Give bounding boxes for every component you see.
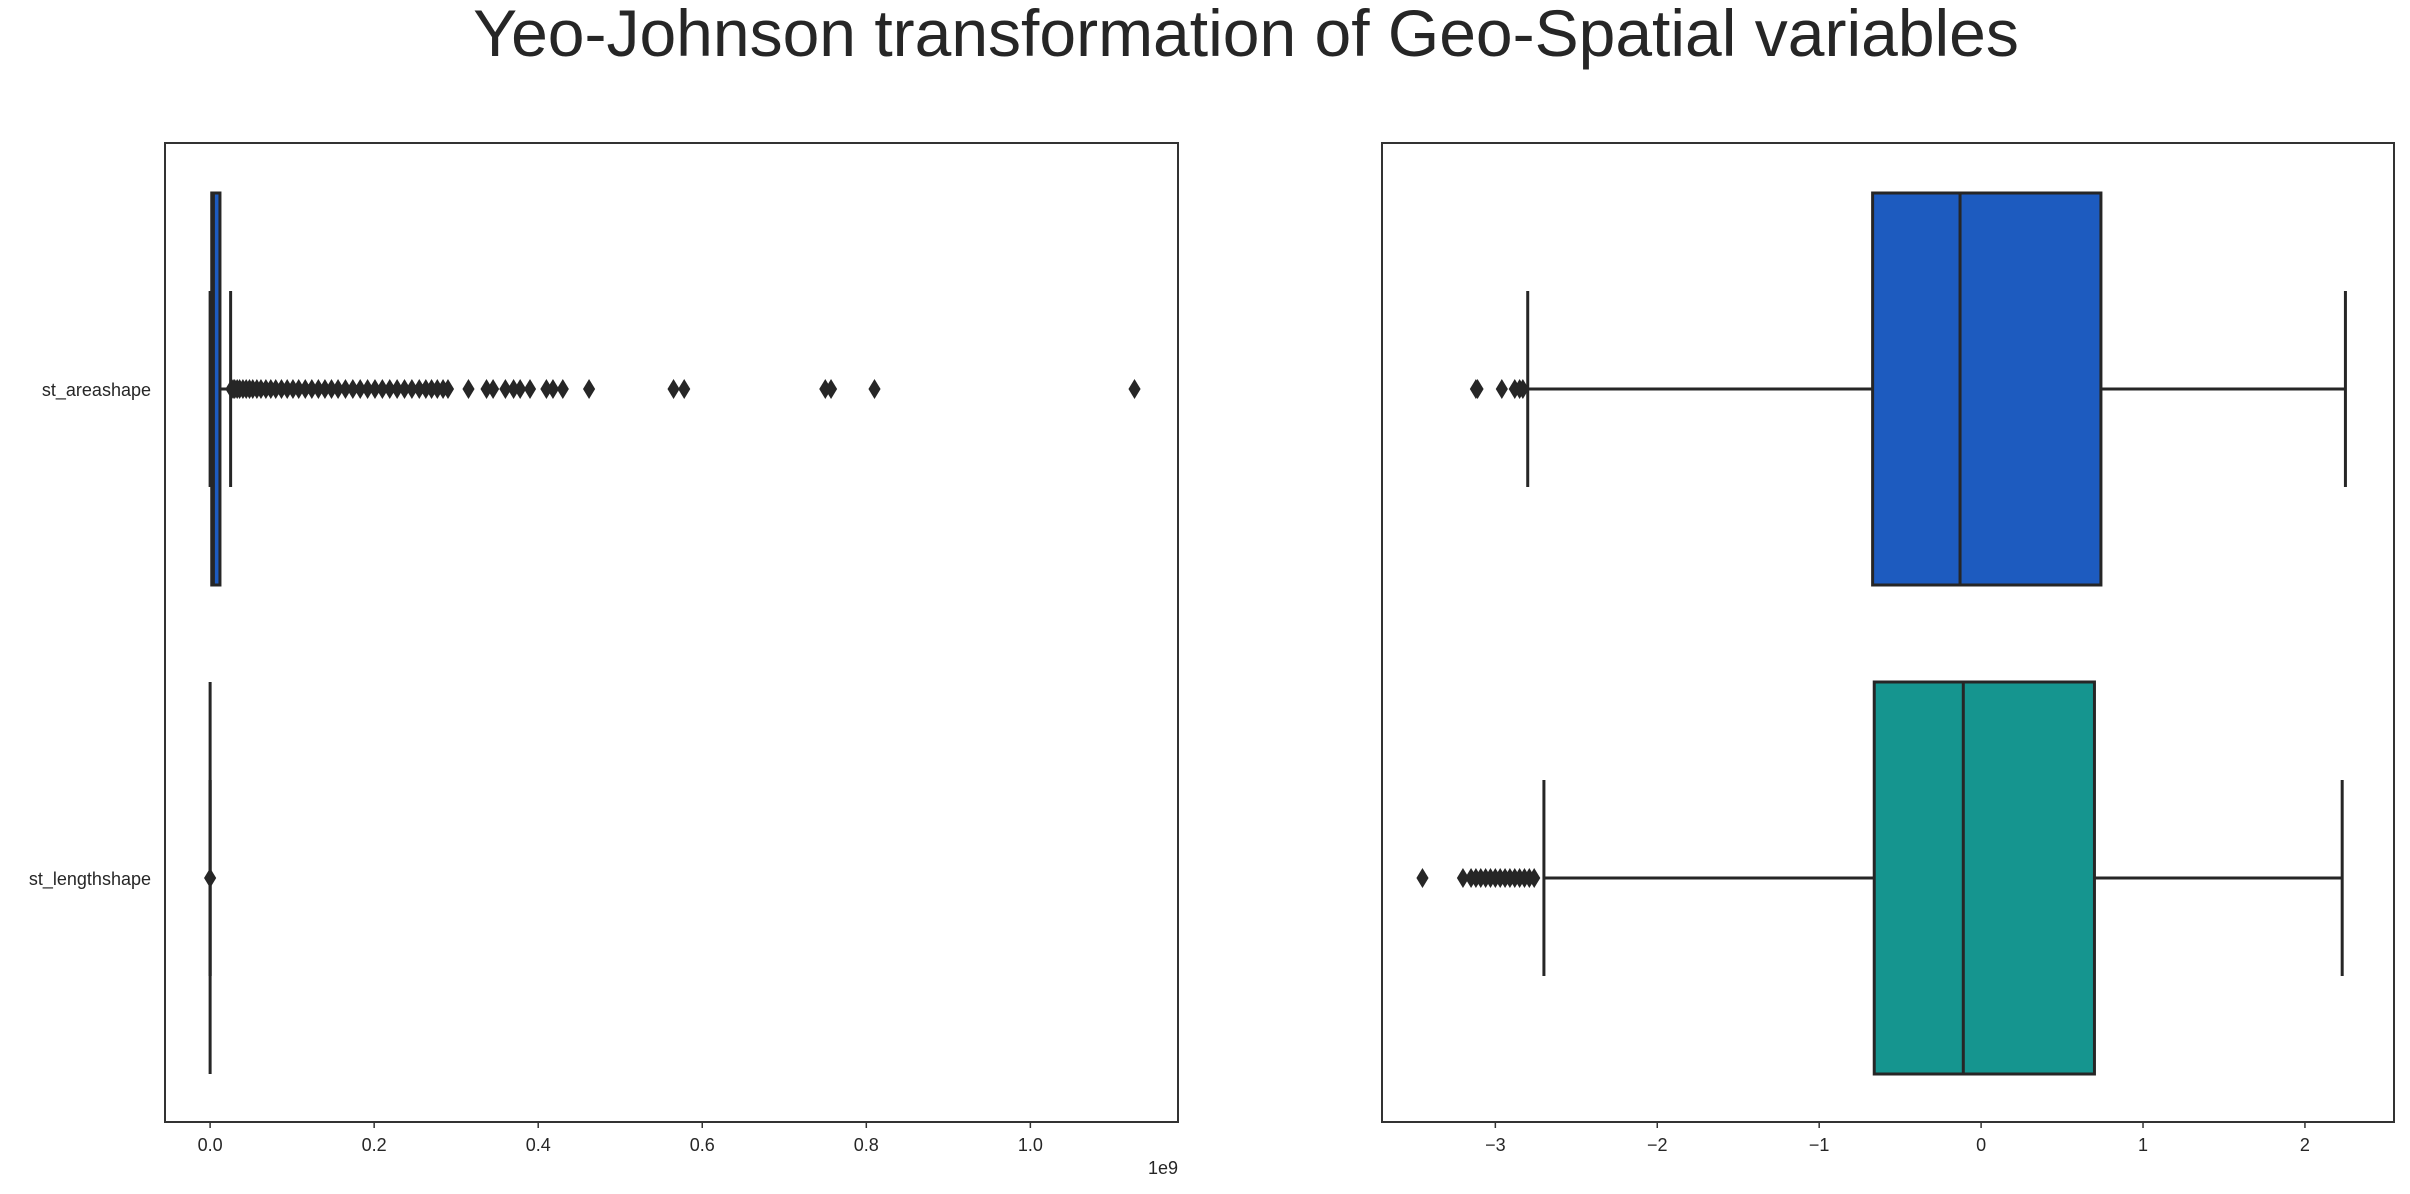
- left-boxplot-panel: st_areashape st_lengthshape 0.0 0.2 0.4 0.6 0.…: [29, 142, 1179, 1178]
- x-tick-label: −1: [1809, 1135, 1830, 1155]
- outlier-point: [582, 379, 596, 399]
- outlier-point: [556, 379, 569, 399]
- x-tick-label: 0.8: [854, 1135, 879, 1155]
- x-tick-label: −3: [1485, 1135, 1506, 1155]
- iqr-box: [210, 191, 222, 587]
- outlier-point: [1456, 868, 1470, 888]
- figure-title: Yeo-Johnson transformation of Geo-Spatia…: [473, 0, 2019, 70]
- outlier-point: [462, 379, 475, 399]
- outlier-point: [1128, 379, 1141, 399]
- x-tick-label: 0.2: [362, 1135, 387, 1155]
- outlier-point: [487, 379, 500, 399]
- x-tick-label: 0.6: [690, 1135, 715, 1155]
- outlier-point: [514, 379, 527, 399]
- outlier-point: [667, 379, 680, 399]
- right-boxplot-panel: −3 −2 −1 0 1 2: [1381, 142, 2395, 1155]
- box-group-st_lengthshape: [204, 682, 217, 1074]
- x-tick-label: 0.4: [526, 1135, 551, 1155]
- x-tick-label: 1.0: [1018, 1135, 1043, 1155]
- axes-frame: [1381, 142, 2395, 1123]
- outlier-point: [1416, 868, 1429, 888]
- x-tick-label: −2: [1647, 1135, 1668, 1155]
- iqr-box: [1871, 191, 2103, 587]
- box-group-st_areashape: [1469, 191, 2347, 587]
- x-offset-label: 1e9: [1148, 1158, 1178, 1178]
- outlier-point: [204, 868, 217, 888]
- y-tick-label-st_lengthshape: st_lengthshape: [29, 869, 151, 890]
- outlier-point: [546, 379, 560, 399]
- outlier-point: [678, 379, 691, 399]
- box-group-st_lengthshape: [1416, 680, 2344, 1076]
- outlier-point: [499, 379, 512, 399]
- outlier-point: [1516, 379, 1529, 399]
- outlier-point: [868, 379, 881, 399]
- outlier-point: [441, 379, 455, 399]
- box-group-st_areashape: [208, 191, 1141, 587]
- outlier-point: [824, 379, 838, 399]
- outlier-point: [1528, 868, 1541, 888]
- iqr-box: [1872, 680, 2096, 1076]
- x-tick-label: 2: [2300, 1135, 2310, 1155]
- x-tick-label: 1: [2138, 1135, 2148, 1155]
- y-tick-label-st_areashape: st_areashape: [42, 380, 151, 401]
- x-tick-label: 0.0: [198, 1135, 223, 1155]
- axes-frame: [164, 142, 1179, 1123]
- x-tick-label: 0: [1976, 1135, 1986, 1155]
- outlier-point: [523, 379, 537, 399]
- outlier-point: [1471, 379, 1484, 399]
- outlier-point: [1495, 379, 1508, 399]
